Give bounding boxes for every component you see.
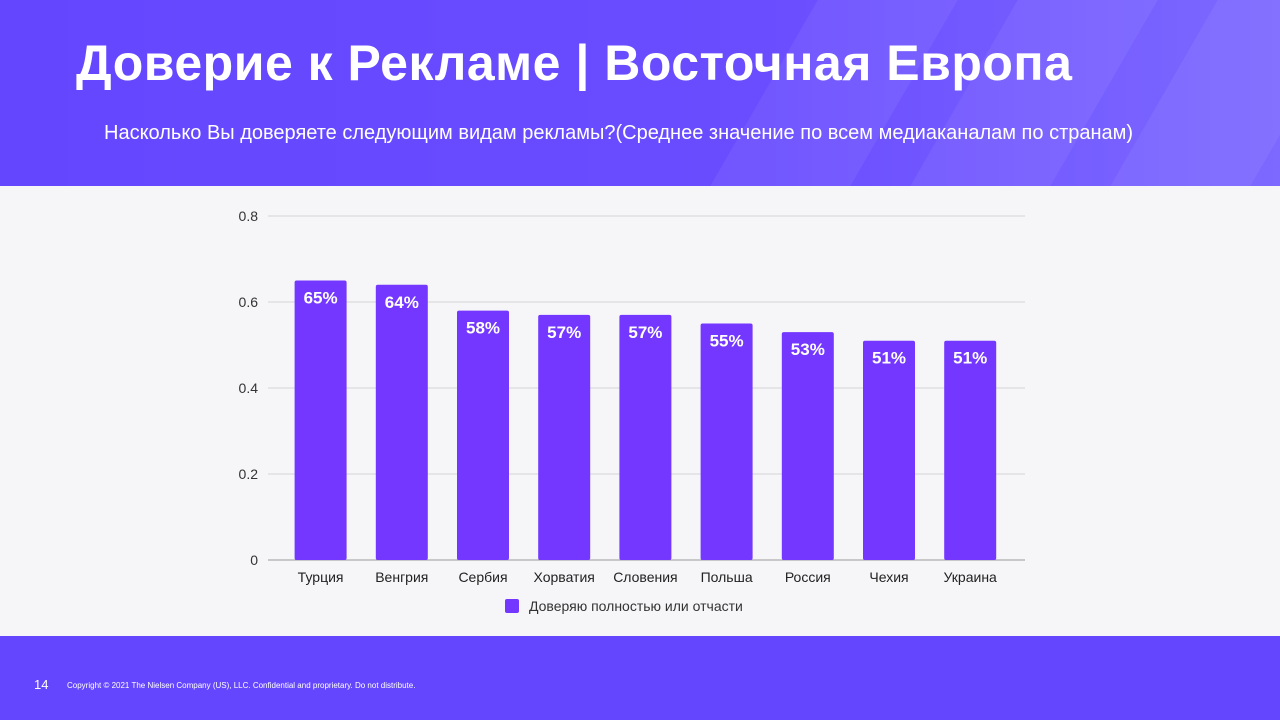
bar	[619, 314, 672, 560]
bar	[294, 280, 347, 560]
x-tick-label: Турция	[298, 569, 344, 585]
x-tick-label: Хорватия	[534, 569, 595, 585]
page-number: 14	[34, 677, 49, 692]
y-tick-label: 0.6	[239, 294, 259, 310]
copyright: Copyright © 2021 The Nielsen Company (US…	[67, 681, 416, 690]
data-label: 64%	[385, 293, 419, 312]
data-label: 57%	[628, 323, 662, 342]
legend-label: Доверяю полностью или отчасти	[529, 598, 743, 614]
data-label: 51%	[872, 349, 906, 368]
page-subtitle: Насколько Вы доверяете следующим видам р…	[104, 122, 1134, 144]
y-tick-label: 0.2	[239, 466, 259, 482]
bar	[863, 340, 915, 560]
y-tick-label: 0.4	[239, 380, 259, 396]
x-tick-label: Польша	[701, 569, 753, 585]
legend-swatch	[505, 599, 519, 613]
y-tick-label: 0	[250, 552, 258, 568]
x-tick-label: Чехия	[869, 569, 908, 585]
bar	[944, 340, 997, 560]
data-label: 51%	[953, 349, 987, 368]
x-tick-label: Венгрия	[375, 569, 428, 585]
bar	[700, 323, 753, 560]
data-label: 55%	[710, 332, 744, 351]
y-tick-label: 0.8	[239, 208, 259, 224]
x-tick-label: Россия	[785, 569, 831, 585]
bar	[457, 310, 509, 560]
bar	[375, 284, 428, 560]
page-title: Доверие к Рекламе | Восточная Европа	[76, 35, 1073, 91]
x-tick-label: Словения	[613, 569, 677, 585]
data-label: 57%	[547, 323, 581, 342]
data-label: 58%	[466, 319, 500, 338]
footer: 14 Copyright © 2021 The Nielsen Company …	[0, 636, 1280, 720]
data-label: 53%	[791, 340, 825, 359]
bar	[538, 314, 591, 560]
header: Доверие к Рекламе | Восточная Европа Нас…	[0, 0, 1280, 186]
data-label: 65%	[304, 289, 338, 308]
x-tick-label: Украина	[944, 569, 998, 585]
x-tick-label: Сербия	[458, 569, 507, 585]
bar-chart: 0 0.2 0.4 0.6 0.8 65% Турция 64% Венгрия 58% Серби…	[239, 208, 1025, 614]
bar	[781, 332, 834, 560]
